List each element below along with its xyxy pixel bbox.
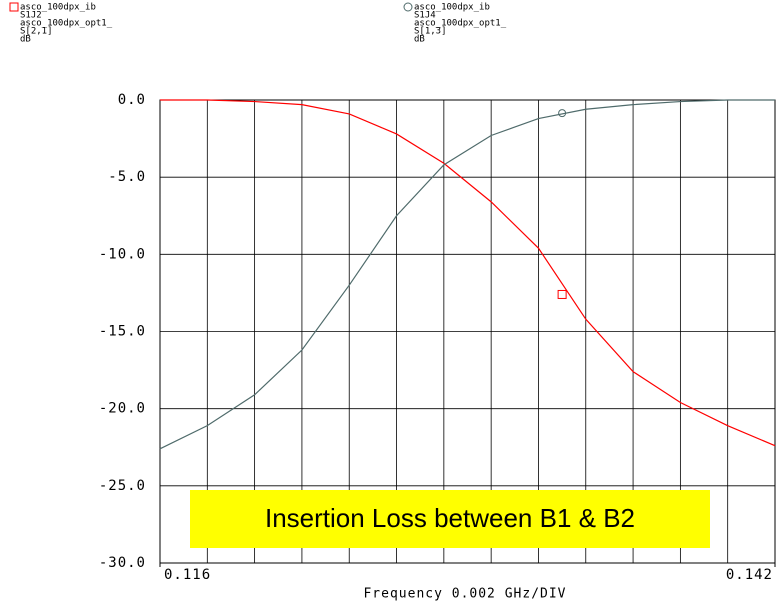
- legend-text: dB: [20, 35, 31, 45]
- legend-text: asco_100dpx_ib: [20, 3, 96, 13]
- legend-text: S1J4: [414, 11, 436, 21]
- y-tick-label: -15.0: [99, 324, 146, 340]
- y-tick-label: -25.0: [99, 478, 146, 494]
- marker: [557, 289, 567, 299]
- series-line: [160, 99, 776, 447]
- legend-text: asco_100dpx_opt1_: [414, 19, 507, 29]
- marker: [558, 109, 567, 118]
- legend-text: S1J2: [20, 11, 42, 21]
- annotation: Insertion Loss between B1 & B2: [265, 503, 635, 533]
- legend-text: asco_100dpx_opt1_: [20, 19, 113, 29]
- y-tick-label: -20.0: [99, 401, 146, 417]
- x-tick-label: 0.142: [726, 567, 773, 583]
- y-tick-label: -10.0: [99, 246, 146, 262]
- x-tick-label: 0.116: [164, 567, 211, 583]
- legend-marker: [9, 2, 19, 12]
- legend-text: dB: [414, 35, 425, 45]
- x-axis-label: Frequency 0.002 GHz/DIV: [363, 587, 566, 602]
- plot-border: [159, 99, 776, 564]
- series-line: [159, 99, 775, 450]
- annotation-box: [190, 490, 710, 548]
- y-tick-label: 0.0: [118, 92, 146, 108]
- legend-text: S[2,1]: [20, 27, 53, 37]
- legend-text: S[1,3]: [414, 27, 447, 37]
- y-tick-label: -5.0: [108, 169, 146, 185]
- legend-text: asco_100dpx_ib: [414, 3, 490, 13]
- legend-marker: [403, 2, 413, 12]
- y-tick-label: -30.0: [99, 555, 146, 571]
